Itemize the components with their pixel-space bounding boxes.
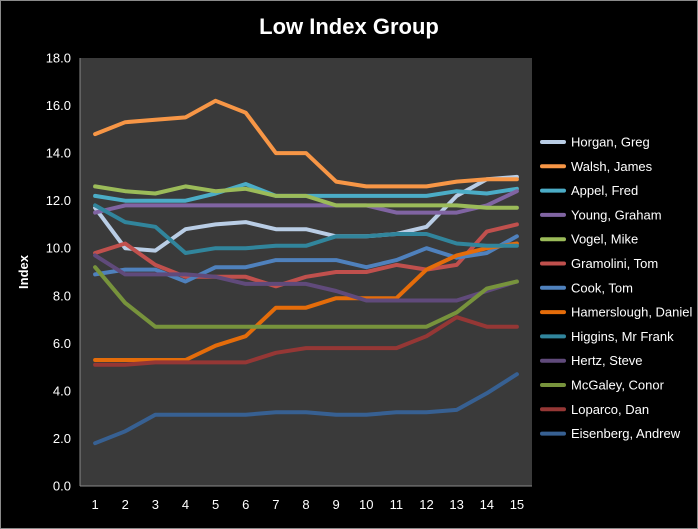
legend-label: Cook, Tom bbox=[571, 280, 633, 295]
legend-label: Young, Graham bbox=[571, 207, 662, 222]
x-tick-label: 11 bbox=[390, 497, 404, 512]
x-tick-label: 8 bbox=[302, 497, 309, 512]
y-tick-label: 18.0 bbox=[46, 51, 71, 66]
series-line bbox=[93, 241, 519, 362]
x-tick-labels: 1 2 3 4 5 6 7 8 9 10 11 12 13 14 15 bbox=[91, 497, 524, 512]
series-line bbox=[93, 222, 519, 289]
x-tick-label: 15 bbox=[510, 497, 524, 512]
x-tick-label: 7 bbox=[272, 497, 279, 512]
y-axis-label: Index bbox=[16, 254, 31, 289]
series-line bbox=[93, 184, 519, 210]
series-line bbox=[93, 203, 519, 255]
y-tick-label: 8.0 bbox=[53, 288, 71, 303]
legend-label: Hamerslough, Daniel bbox=[571, 305, 693, 320]
legend-label: Eisenberg, Andrew bbox=[571, 426, 681, 441]
x-tick-label: 3 bbox=[152, 497, 159, 512]
x-tick-label: 4 bbox=[182, 497, 189, 512]
x-tick-label: 6 bbox=[242, 497, 249, 512]
legend-label: Higgins, Mr Frank bbox=[571, 329, 674, 344]
x-tick-label: 2 bbox=[122, 497, 129, 512]
series-line bbox=[93, 372, 519, 446]
series-lines bbox=[93, 98, 519, 446]
series-line bbox=[93, 189, 519, 215]
x-tick-label: 9 bbox=[333, 497, 340, 512]
y-tick-labels: 0.0 2.0 4.0 6.0 8.0 10.0 12.0 14.0 16.0 18.0 bbox=[46, 51, 71, 494]
y-tick-label: 12.0 bbox=[46, 193, 71, 208]
y-tick-label: 2.0 bbox=[53, 431, 71, 446]
y-tick-label: 16.0 bbox=[46, 98, 71, 113]
series-line bbox=[93, 98, 519, 189]
legend-label: Gramolini, Tom bbox=[571, 256, 658, 271]
legend-label: Hertz, Steve bbox=[571, 353, 643, 368]
x-tick-label: 10 bbox=[359, 497, 373, 512]
y-tick-label: 0.0 bbox=[53, 479, 71, 494]
legend-label: Walsh, James bbox=[571, 159, 653, 174]
series-line bbox=[93, 265, 519, 329]
series-line bbox=[93, 253, 519, 303]
x-tick-label: 13 bbox=[449, 497, 463, 512]
legend-label: Vogel, Mike bbox=[571, 232, 638, 247]
y-tick-label: 14.0 bbox=[46, 146, 71, 161]
series-line bbox=[93, 315, 519, 367]
legend-label: Appel, Fred bbox=[571, 183, 638, 198]
y-tick-label: 6.0 bbox=[53, 336, 71, 351]
chart-title: Low Index Group bbox=[259, 14, 439, 39]
legend-label: Horgan, Greg bbox=[571, 135, 650, 150]
x-tick-label: 5 bbox=[212, 497, 219, 512]
legend-label: Loparco, Dan bbox=[571, 402, 649, 417]
y-tick-label: 4.0 bbox=[53, 383, 71, 398]
legend-label: McGaley, Conor bbox=[571, 378, 665, 393]
legend: Horgan, Greg Walsh, James Appel, Fred Young… bbox=[540, 135, 693, 441]
x-tick-label: 14 bbox=[480, 497, 494, 512]
x-tick-label: 12 bbox=[419, 497, 433, 512]
y-tick-label: 10.0 bbox=[46, 241, 71, 256]
x-tick-label: 1 bbox=[91, 497, 98, 512]
